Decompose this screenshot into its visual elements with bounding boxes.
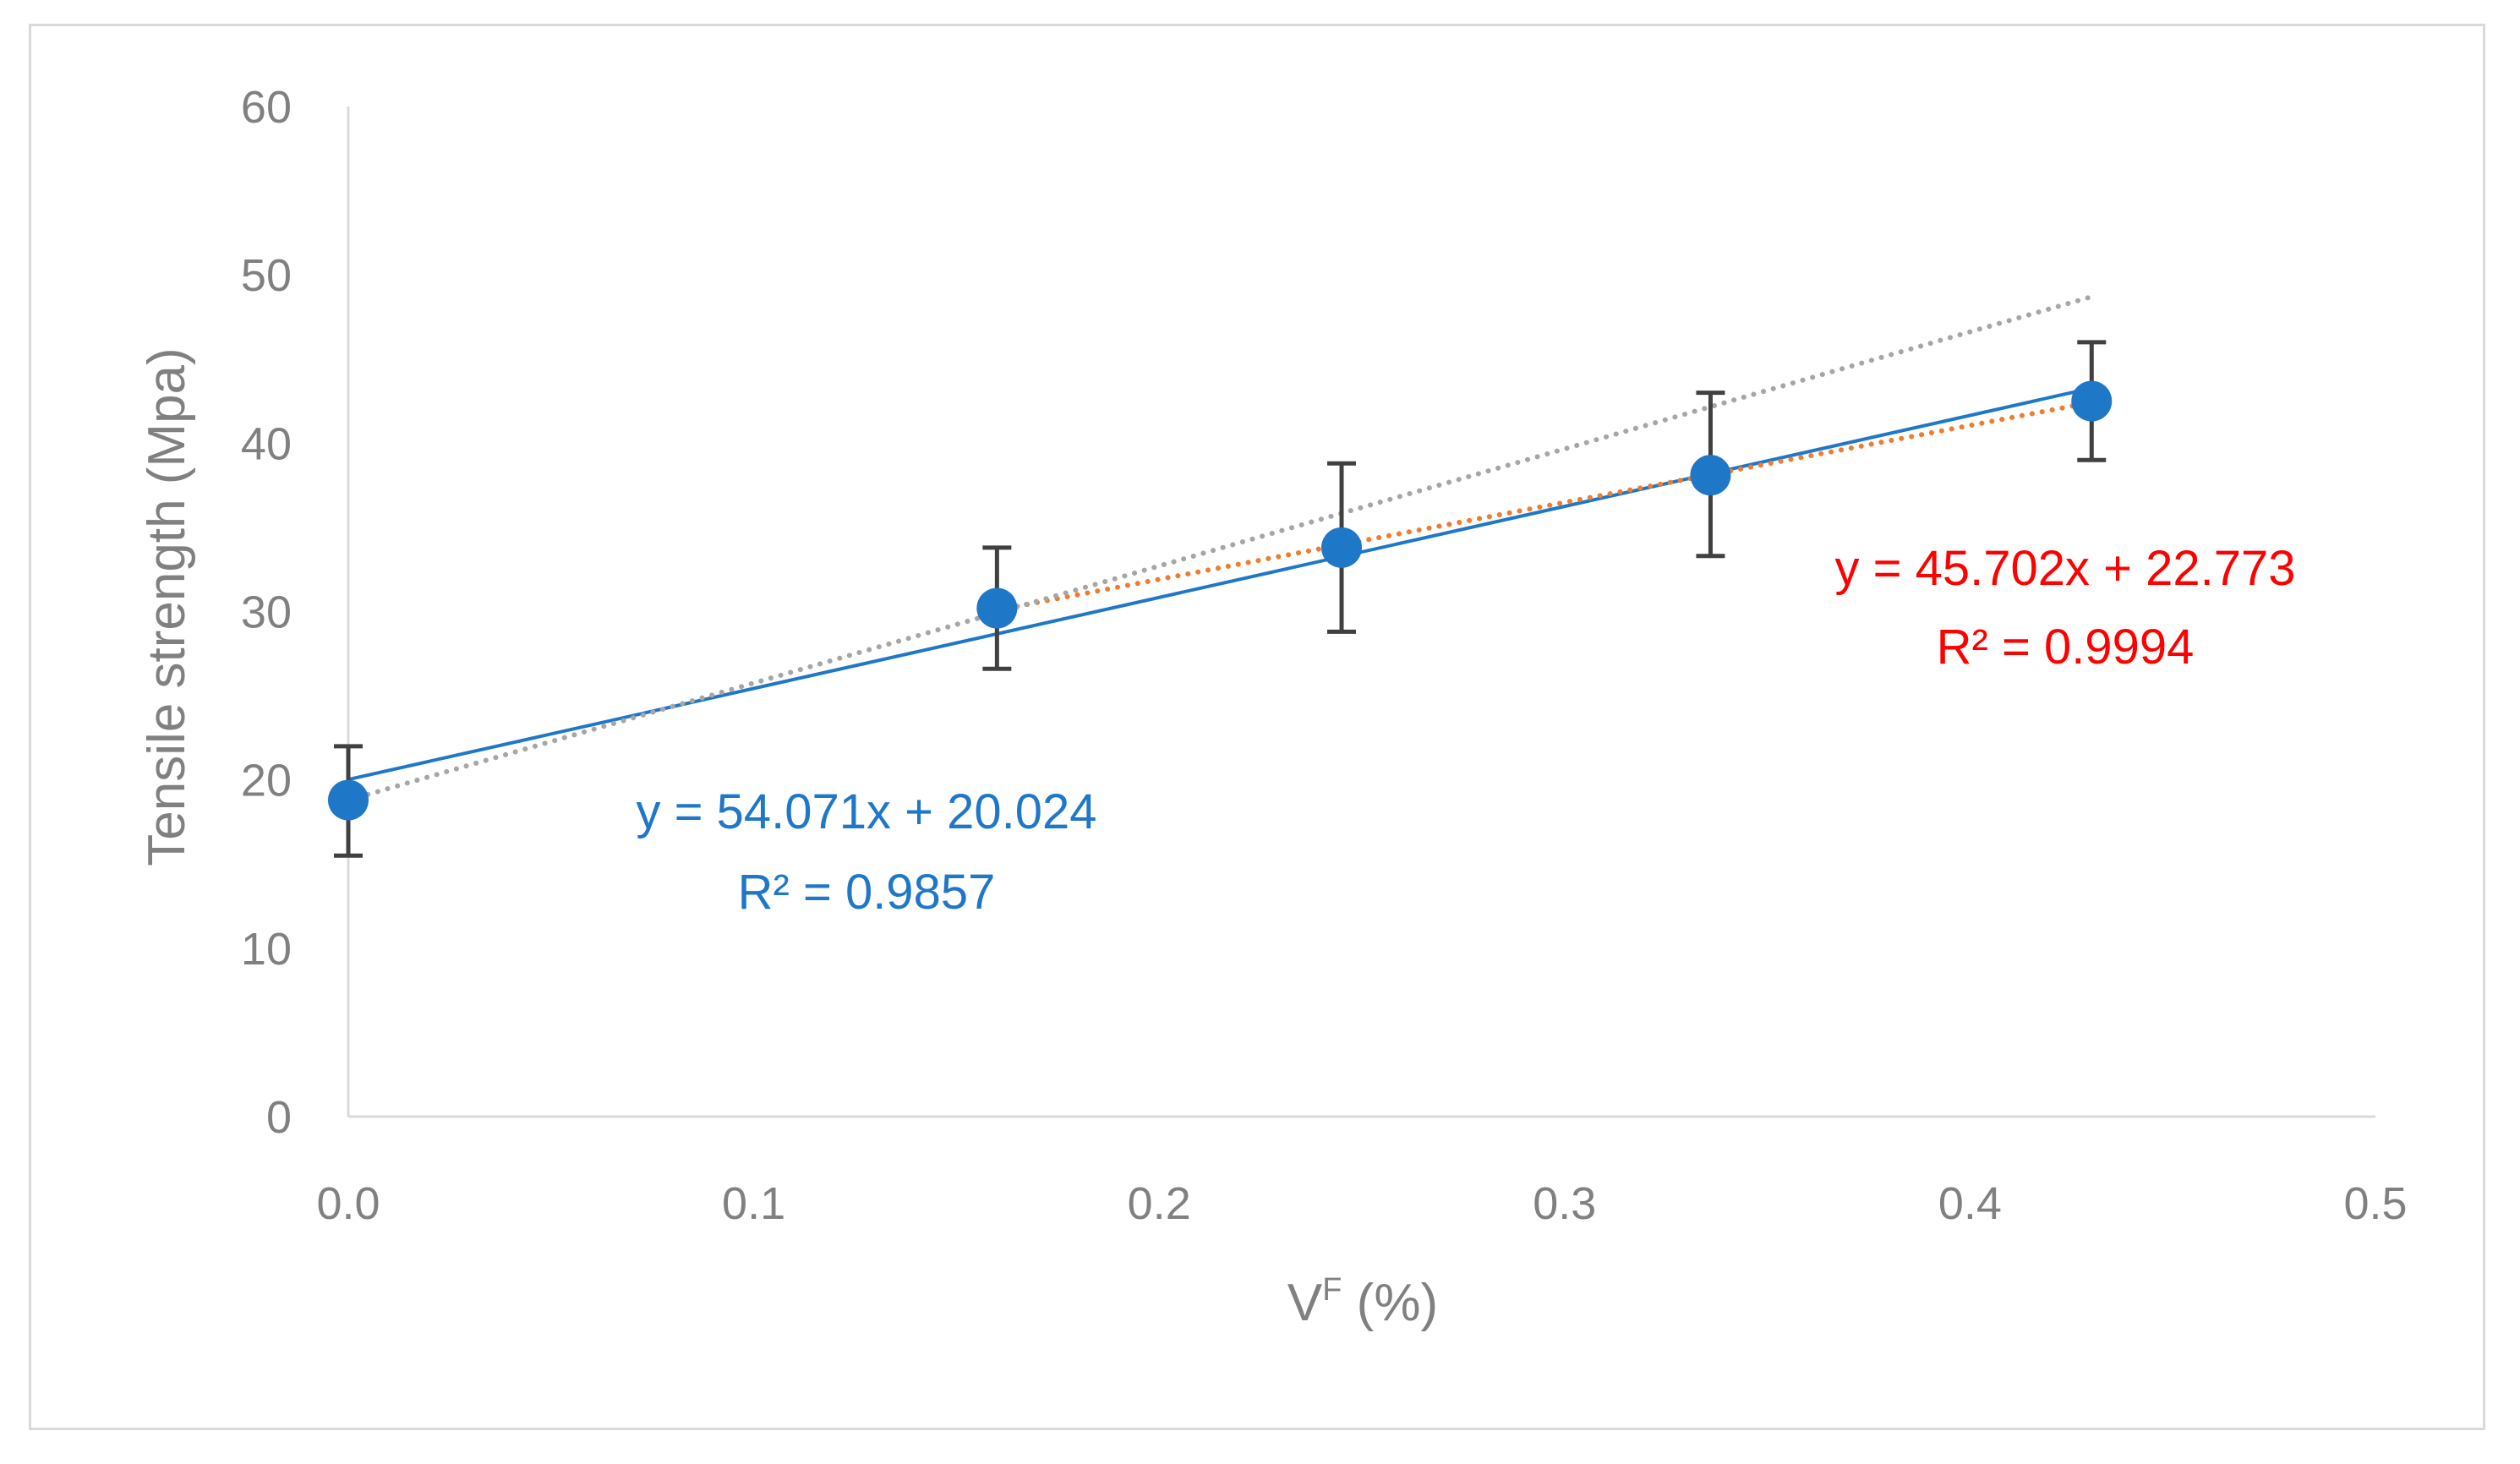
- y-tick-label: 0: [266, 1092, 292, 1143]
- red-equation: y = 45.702x + 22.773: [1835, 541, 2296, 596]
- x-tick-label: 0.3: [1533, 1178, 1596, 1229]
- y-tick-label: 60: [241, 82, 292, 133]
- trendline-gray-reference: [346, 294, 2095, 803]
- labels: VF (%) Tensile strength (Mpa) y = 54.071…: [138, 347, 2296, 1332]
- axes: 0 10 20 30 40 50 60 0.0 0.1 0.2 0.3 0.4 0.5: [241, 82, 2408, 1229]
- x-axis-title: VF (%): [1287, 1272, 1438, 1332]
- y-tick-label: 40: [241, 418, 292, 469]
- x-tick-label: 0.4: [1938, 1178, 2002, 1229]
- x-tick-label: 0.0: [316, 1178, 380, 1229]
- x-axis-title-rest: (%): [1342, 1274, 1438, 1332]
- data-point: [976, 587, 1018, 629]
- trendlines: [346, 294, 2095, 803]
- x-axis-title-sup: F: [1322, 1272, 1342, 1308]
- y-tick-label: 20: [241, 756, 292, 806]
- blue-equation: y = 54.071x + 20.024: [637, 784, 1097, 839]
- y-tick-label: 10: [241, 924, 292, 975]
- y-tick-label: 30: [241, 587, 292, 638]
- x-tick-label: 0.1: [722, 1178, 785, 1229]
- y-tick-label: 50: [241, 250, 292, 301]
- data-point: [1690, 455, 1731, 496]
- x-tick-label: 0.5: [2343, 1178, 2407, 1229]
- trendline-linear-fit-all: [347, 386, 2092, 782]
- data-point: [328, 779, 369, 821]
- error-bars: [334, 340, 2107, 858]
- data-point: [2071, 380, 2113, 422]
- red-r-squared: R² = 0.9994: [1937, 620, 2195, 675]
- data-point: [1321, 527, 1363, 568]
- data-points: [328, 380, 2113, 821]
- trendline-linear-fit-upper: [994, 400, 2095, 613]
- y-axis-title: Tensile strength (Mpa): [138, 347, 196, 866]
- blue-r-squared: R² = 0.9857: [738, 865, 996, 920]
- x-axis-title-main: V: [1287, 1274, 1323, 1332]
- chart-frame: [29, 24, 2485, 1430]
- x-tick-label: 0.2: [1128, 1178, 1191, 1229]
